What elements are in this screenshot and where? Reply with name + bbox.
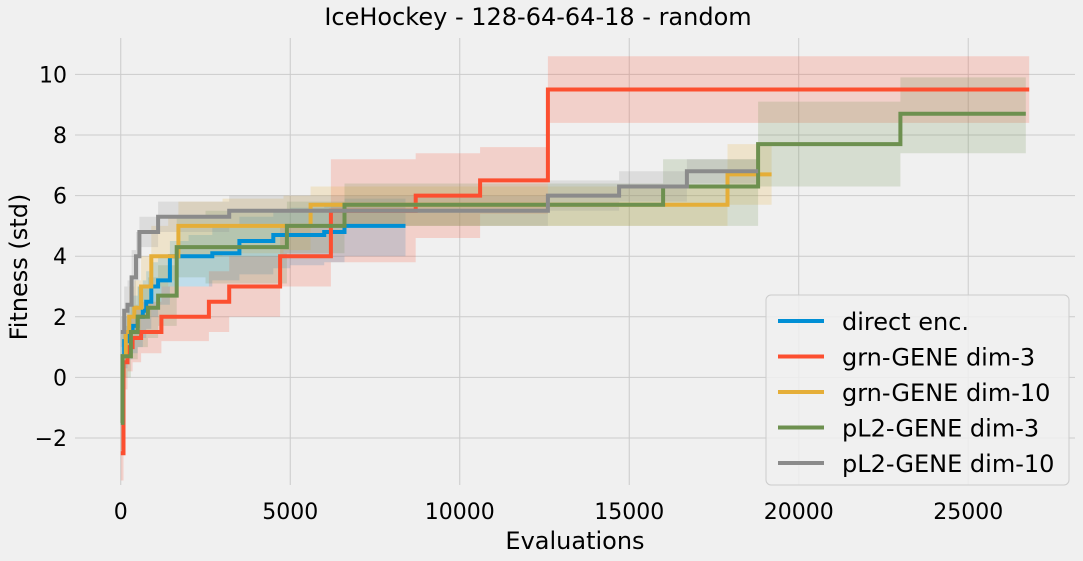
- tick-labels: 0 5000 10000 15000 20000 25000 −2 0 2 4 6 8 10: [35, 63, 1004, 525]
- x-tick-label: 20000: [764, 500, 834, 525]
- x-tick-label: 0: [114, 500, 128, 525]
- legend-label: grn-GENE dim-10: [842, 379, 1050, 407]
- y-axis-label: Fitness (std): [5, 194, 33, 341]
- std-band-2: [120, 56, 1030, 481]
- std-band-1: [120, 198, 406, 378]
- y-tick-label: 0: [53, 366, 67, 391]
- x-tick-label: 10000: [425, 500, 495, 525]
- x-tick-label: 5000: [262, 500, 318, 525]
- y-tick-label: 2: [53, 306, 67, 331]
- x-tick-label: 25000: [933, 500, 1003, 525]
- series-line-2: [120, 87, 1030, 456]
- legend: direct enc. grn-GENE dim-3 grn-GENE dim-10…: [765, 294, 1070, 486]
- y-tick-label: −2: [35, 427, 67, 452]
- series-line-5: [120, 169, 759, 334]
- legend-box: [765, 294, 1070, 486]
- std-band-4: [120, 77, 1026, 451]
- y-tick-label: 6: [53, 185, 67, 210]
- y-tick-label: 10: [39, 63, 67, 88]
- chart-title: IceHockey - 128-64-64-18 - random: [324, 3, 751, 31]
- x-tick-label: 15000: [594, 500, 664, 525]
- y-tick-label: 4: [53, 245, 67, 270]
- legend-label: pL2-GENE dim-10: [842, 450, 1054, 478]
- legend-label: grn-GENE dim-3: [842, 344, 1035, 372]
- series-line-4: [120, 111, 1026, 425]
- series-lines: [120, 87, 1030, 456]
- x-axis-label: Evaluations: [505, 527, 644, 555]
- legend-label: direct enc.: [842, 308, 969, 336]
- legend-label: pL2-GENE dim-3: [842, 415, 1039, 443]
- std-band-3: [120, 144, 772, 378]
- y-tick-label: 8: [53, 124, 67, 149]
